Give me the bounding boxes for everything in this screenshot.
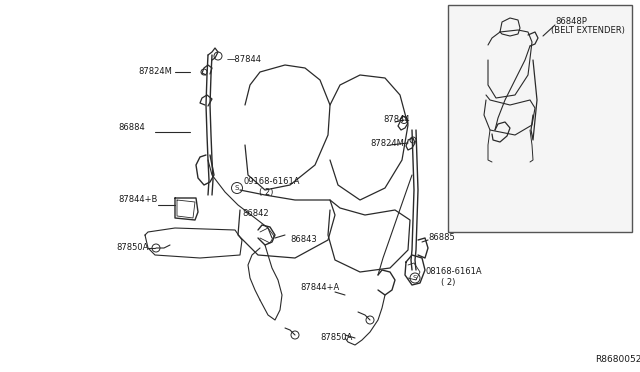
Text: ( 2): ( 2): [441, 278, 456, 286]
Text: 87850A: 87850A: [116, 244, 148, 253]
Text: 86843: 86843: [290, 235, 317, 244]
Bar: [448, 5, 632, 232]
Text: 09168-6161A: 09168-6161A: [243, 177, 300, 186]
Text: 87844+B: 87844+B: [118, 196, 157, 205]
Text: S: S: [413, 275, 417, 281]
Text: 86842: 86842: [242, 208, 269, 218]
Text: 87850A: 87850A: [320, 334, 353, 343]
Text: ( 2): ( 2): [259, 187, 273, 196]
Text: —87844: —87844: [227, 55, 262, 64]
Text: R8680052: R8680052: [595, 356, 640, 365]
Text: 87844+A: 87844+A: [300, 283, 339, 292]
Text: 08168-6161A: 08168-6161A: [425, 267, 482, 276]
Text: (BELT EXTENDER): (BELT EXTENDER): [551, 26, 625, 35]
Text: 87844: 87844: [383, 115, 410, 125]
Text: 86884: 86884: [118, 124, 145, 132]
Text: S: S: [235, 185, 239, 191]
Text: 87824M: 87824M: [370, 138, 404, 148]
Text: 87824M: 87824M: [138, 67, 172, 77]
Text: 86848P: 86848P: [555, 17, 587, 26]
Text: 86885: 86885: [428, 234, 455, 243]
